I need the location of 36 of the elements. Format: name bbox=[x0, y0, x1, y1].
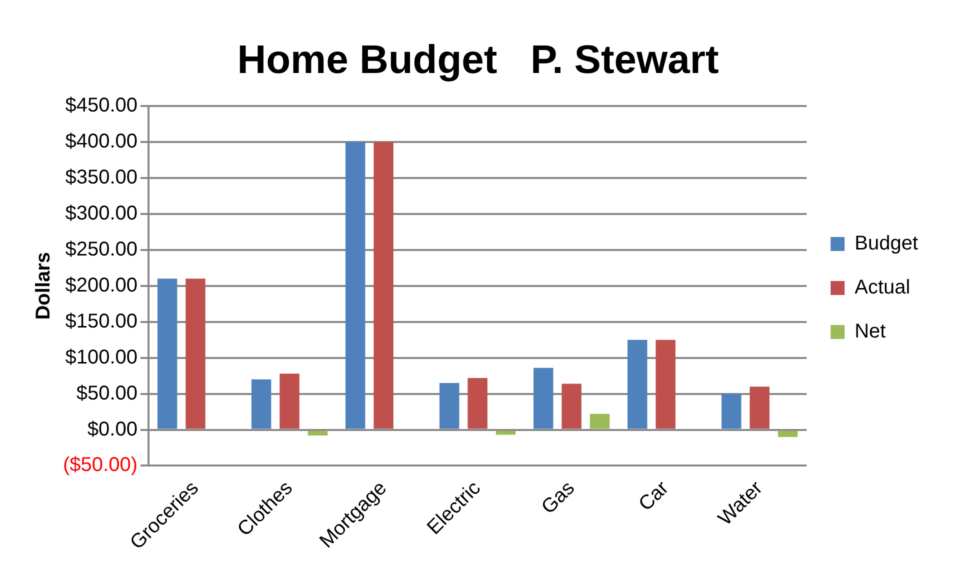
y-axis-title: Dollars bbox=[32, 252, 55, 320]
bar bbox=[308, 430, 328, 436]
y-tick-label: $450.00 bbox=[65, 94, 138, 117]
legend-label: Net bbox=[854, 320, 886, 343]
bar bbox=[280, 374, 300, 429]
bar bbox=[656, 340, 676, 429]
y-tick-label: $50.00 bbox=[76, 382, 138, 404]
y-tick-label: $0.00 bbox=[87, 418, 138, 440]
bar bbox=[778, 430, 798, 437]
bar bbox=[157, 278, 178, 429]
bar bbox=[533, 368, 554, 429]
x-tick-label: Car bbox=[634, 476, 674, 516]
bar bbox=[722, 394, 742, 429]
bar bbox=[750, 386, 770, 429]
legend-label: Actual bbox=[854, 276, 910, 299]
x-tick-label: Gas bbox=[538, 477, 580, 519]
bar bbox=[468, 378, 488, 429]
bar bbox=[590, 414, 610, 429]
bar bbox=[439, 382, 460, 429]
y-tick-label: $350.00 bbox=[65, 166, 138, 188]
bar bbox=[374, 142, 394, 429]
bar bbox=[628, 340, 648, 429]
y-tick-label: $100.00 bbox=[65, 346, 138, 368]
bar bbox=[186, 278, 206, 429]
bar bbox=[345, 142, 366, 429]
legend-label: Budget bbox=[854, 232, 918, 255]
y-tick-label: $250.00 bbox=[65, 238, 138, 260]
y-tick-label: $200.00 bbox=[65, 274, 138, 296]
bar bbox=[562, 384, 582, 429]
bar bbox=[496, 430, 516, 435]
y-tick-label: $400.00 bbox=[65, 130, 138, 152]
chart-title: Home Budget P. Stewart bbox=[237, 38, 719, 82]
bar bbox=[251, 379, 272, 429]
y-tick-label: ($50.00) bbox=[62, 454, 138, 476]
y-tick-label: $300.00 bbox=[65, 202, 138, 224]
y-tick-label: $150.00 bbox=[65, 310, 138, 332]
